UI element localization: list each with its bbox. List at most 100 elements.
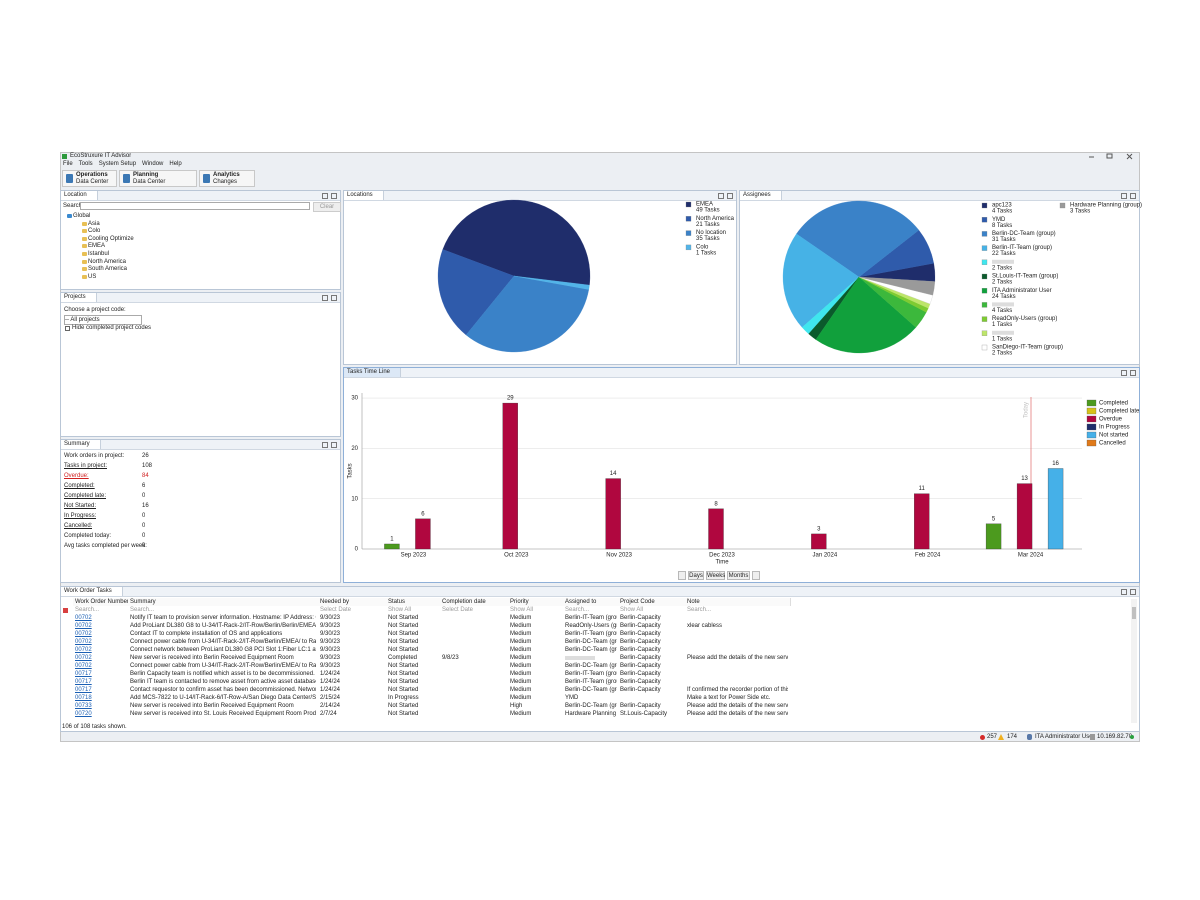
- summary-label[interactable]: Cancelled:: [64, 523, 93, 529]
- panel-tab[interactable]: Summary: [61, 440, 101, 449]
- table-cell: Berlin Capacity team is notified which a…: [130, 671, 316, 677]
- summary-label: Work orders in project:: [64, 453, 125, 459]
- tree-node[interactable]: North America: [88, 258, 127, 265]
- column-header[interactable]: Note: [685, 598, 791, 606]
- column-header[interactable]: Work Order Number: [73, 598, 129, 606]
- work-order-link[interactable]: 00733: [75, 703, 92, 709]
- summary-label[interactable]: Overdue:: [64, 473, 89, 479]
- table-cell: Medium: [510, 663, 532, 669]
- menu-item[interactable]: System Setup: [98, 161, 137, 167]
- summary-label[interactable]: Completed late:: [64, 493, 107, 499]
- table-cell: Add ProLiant DL380 G8 to U-34/IT-Rack-2/…: [130, 623, 316, 629]
- menu-item[interactable]: Help: [169, 161, 182, 167]
- work-order-link[interactable]: 00702: [75, 655, 92, 661]
- work-order-link[interactable]: 00720: [75, 711, 92, 717]
- menu-item[interactable]: Tools: [78, 161, 93, 167]
- table-cell: 1/24/24: [320, 679, 341, 685]
- table-cell: 9/30/23: [320, 647, 341, 653]
- summary-value: 0: [142, 493, 146, 499]
- column-header[interactable]: Status: [386, 598, 442, 606]
- table-cell: Completed: [388, 655, 418, 661]
- column-filter[interactable]: Select Date: [320, 607, 352, 613]
- column-filter[interactable]: Select Date: [442, 607, 474, 613]
- summary-value: 108: [142, 463, 153, 469]
- table-cell: Berlin-Capacity: [620, 663, 661, 669]
- work-order-link[interactable]: 00718: [75, 695, 92, 701]
- column-header[interactable]: Priority: [508, 598, 564, 606]
- scrollbar[interactable]: [1131, 599, 1137, 723]
- column-filter[interactable]: Search...: [687, 607, 712, 613]
- panel-tab[interactable]: Projects: [61, 293, 97, 302]
- tree-icon: [82, 229, 87, 234]
- tree-node[interactable]: Colo: [88, 228, 101, 235]
- work-order-link[interactable]: 00702: [75, 623, 92, 629]
- error-count[interactable]: 257: [987, 734, 998, 740]
- column-filter[interactable]: Show All: [620, 607, 644, 613]
- column-filter[interactable]: Show All: [510, 607, 534, 613]
- column-filter[interactable]: Show All: [388, 607, 412, 613]
- menu-item[interactable]: File: [63, 161, 73, 167]
- range-button[interactable]: Months: [727, 571, 750, 580]
- toolbar-button[interactable]: Planning Data Center: [119, 170, 197, 187]
- tree-icon: [82, 236, 87, 241]
- next-button[interactable]: [752, 571, 760, 580]
- column-header[interactable]: Assigned to: [563, 598, 620, 606]
- column-filter[interactable]: Search...: [565, 607, 590, 613]
- project-select[interactable]: -- All projects: [64, 315, 142, 325]
- summary-label[interactable]: Completed:: [64, 483, 95, 489]
- work-order-link[interactable]: 00702: [75, 663, 92, 669]
- tree-node[interactable]: South America: [88, 266, 128, 273]
- summary-label[interactable]: In Progress:: [64, 513, 97, 519]
- panel-tab[interactable]: Assignees: [740, 191, 782, 200]
- search-input[interactable]: [80, 202, 310, 210]
- table-cell: Medium: [510, 687, 532, 693]
- clear-button[interactable]: Clear: [313, 202, 341, 212]
- work-order-link[interactable]: 00717: [75, 687, 92, 693]
- panel-tab[interactable]: Tasks Time Line: [344, 368, 402, 377]
- tree-icon: [82, 267, 87, 272]
- prev-button[interactable]: [678, 571, 686, 580]
- work-order-link[interactable]: 00702: [75, 639, 92, 645]
- work-order-link[interactable]: 00702: [75, 647, 92, 653]
- checkbox[interactable]: [65, 326, 70, 331]
- column-header[interactable]: Needed by: [318, 598, 387, 606]
- restore[interactable]: [1106, 153, 1113, 159]
- column-header[interactable]: Completion date: [440, 598, 509, 606]
- toolbar-button[interactable]: Analytics Changes: [199, 170, 255, 187]
- work-order-link[interactable]: 00702: [75, 615, 92, 621]
- summary-value: 6: [142, 483, 146, 489]
- panel-tab[interactable]: Work Order Tasks: [61, 587, 123, 596]
- scroll-thumb[interactable]: [1132, 607, 1136, 619]
- filter-clear-icon[interactable]: [63, 608, 68, 613]
- toolbar-button[interactable]: Operations Data Center: [62, 170, 117, 187]
- column-filter[interactable]: Search...: [75, 607, 100, 613]
- column-header[interactable]: Summary: [128, 598, 319, 606]
- table-cell: 9/30/23: [320, 639, 341, 645]
- work-order-link[interactable]: 00702: [75, 631, 92, 637]
- warning-count[interactable]: 174: [1007, 734, 1018, 740]
- work-order-link[interactable]: 00717: [75, 671, 92, 677]
- panel-tab[interactable]: Location: [61, 191, 98, 200]
- work-order-link[interactable]: 00717: [75, 679, 92, 685]
- summary-label[interactable]: Not Started:: [64, 503, 97, 509]
- table-cell: Berlin-DC-Team (group): [565, 687, 617, 693]
- range-button[interactable]: Days: [688, 571, 704, 580]
- tree-node[interactable]: Istanbul: [88, 251, 110, 257]
- panel-tab[interactable]: Locations: [344, 191, 384, 200]
- range-button[interactable]: Weeks: [706, 571, 726, 580]
- tree-icon: [82, 244, 87, 249]
- table-cell: 9/30/23: [320, 623, 341, 629]
- toolbar-subtitle: Data Center: [133, 179, 166, 185]
- tree-node[interactable]: Global: [73, 213, 91, 219]
- tree-node[interactable]: Cooling Optimize: [88, 235, 134, 242]
- summary-label: Avg tasks completed per week:: [64, 543, 147, 549]
- tree-node[interactable]: EMEA: [88, 243, 106, 250]
- column-filter[interactable]: Search...: [130, 607, 155, 613]
- table-cell: Berlin-Capacity: [620, 623, 661, 629]
- tree-node[interactable]: US: [88, 273, 97, 280]
- column-header[interactable]: Project Code: [618, 598, 686, 606]
- summary-label[interactable]: Tasks in project:: [64, 463, 108, 469]
- tree-node[interactable]: Asia: [88, 220, 100, 227]
- menu-item[interactable]: Window: [142, 161, 164, 167]
- close[interactable]: [1126, 153, 1133, 160]
